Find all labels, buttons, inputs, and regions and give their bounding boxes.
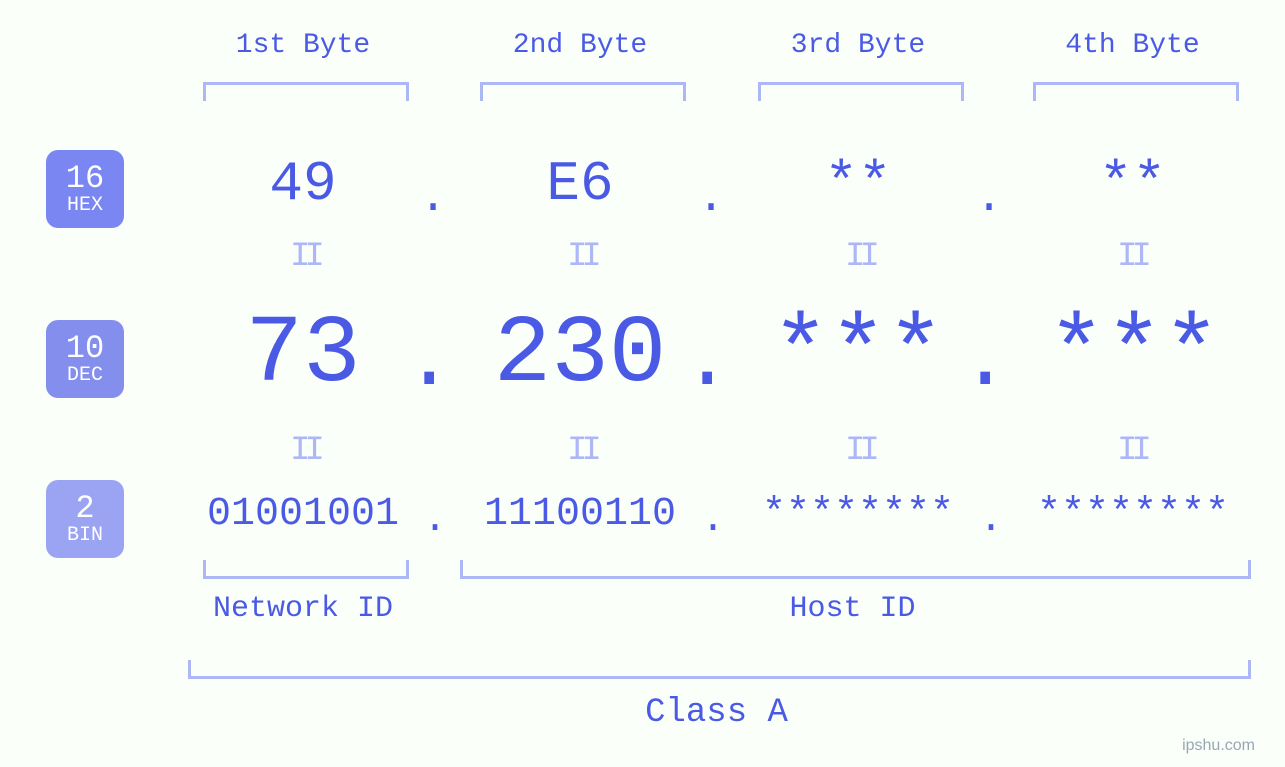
bin-dot-1: .	[420, 498, 450, 543]
network-bracket	[203, 560, 409, 579]
bin-byte-3: ********	[725, 492, 991, 537]
top-bracket-3	[758, 82, 964, 101]
eq-1-2: II	[567, 238, 596, 276]
dec-base-label: DEC	[67, 365, 103, 387]
hex-byte-1: 49	[188, 152, 418, 216]
top-bracket-2	[480, 82, 686, 101]
dec-dot-1: .	[404, 315, 454, 410]
dec-byte-4: ***	[1005, 300, 1263, 409]
eq-1-3: II	[845, 238, 874, 276]
bin-base-number: 2	[75, 491, 94, 526]
eq-2-1: II	[290, 432, 319, 470]
byte-header-4: 4th Byte	[1020, 30, 1245, 61]
top-bracket-4	[1033, 82, 1239, 101]
ip-diagram: 1st Byte 2nd Byte 3rd Byte 4th Byte 16 H…	[0, 0, 1285, 767]
dec-byte-1: 73	[188, 300, 418, 409]
eq-2-2: II	[567, 432, 596, 470]
bin-byte-2: 11100110	[447, 492, 713, 537]
hex-byte-3: **	[743, 152, 973, 216]
bin-badge: 2 BIN	[46, 480, 124, 558]
eq-1-1: II	[290, 238, 319, 276]
class-label: Class A	[188, 694, 1245, 732]
hex-dot-2: .	[696, 172, 726, 224]
dec-byte-3: ***	[729, 300, 987, 409]
hex-dot-1: .	[418, 172, 448, 224]
hex-base-label: HEX	[67, 195, 103, 217]
dec-byte-2: 230	[451, 300, 709, 409]
byte-header-2: 2nd Byte	[465, 30, 695, 61]
eq-2-4: II	[1117, 432, 1146, 470]
network-id-label: Network ID	[188, 592, 418, 626]
dec-dot-2: .	[682, 315, 732, 410]
host-id-label: Host ID	[460, 592, 1245, 626]
byte-header-1: 1st Byte	[188, 30, 418, 61]
watermark: ipshu.com	[1182, 737, 1255, 755]
hex-badge: 16 HEX	[46, 150, 124, 228]
host-bracket	[460, 560, 1251, 579]
top-bracket-1	[203, 82, 409, 101]
bin-byte-1: 01001001	[170, 492, 436, 537]
bin-base-label: BIN	[67, 525, 103, 547]
hex-byte-4: **	[1020, 152, 1245, 216]
bin-byte-4: ********	[1000, 492, 1266, 537]
hex-dot-3: .	[974, 172, 1004, 224]
bin-dot-2: .	[698, 498, 728, 543]
byte-header-3: 3rd Byte	[743, 30, 973, 61]
class-bracket	[188, 660, 1251, 679]
dec-badge: 10 DEC	[46, 320, 124, 398]
hex-byte-2: E6	[465, 152, 695, 216]
eq-2-3: II	[845, 432, 874, 470]
hex-base-number: 16	[66, 161, 104, 196]
bin-dot-3: .	[976, 498, 1006, 543]
dec-base-number: 10	[66, 331, 104, 366]
eq-1-4: II	[1117, 238, 1146, 276]
dec-dot-3: .	[960, 315, 1010, 410]
